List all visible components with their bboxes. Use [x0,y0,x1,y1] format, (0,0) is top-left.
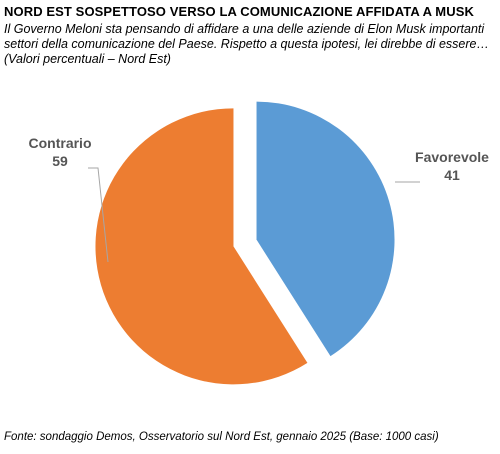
chart-source: Fonte: sondaggio Demos, Osservatorio sul… [4,431,439,443]
slice-value-favorevole: 41 [444,167,460,183]
pie-slice-contrario [95,108,308,385]
pie-slice-favorevole [256,101,395,357]
chart-subtitle: Il Governo Meloni sta pensando di affida… [4,22,489,66]
slice-label-contrario: Contrario [29,135,92,151]
slice-value-contrario: 59 [52,153,68,169]
leader-line-contrario [88,167,109,263]
slice-label-favorevole: Favorevole [415,149,489,165]
chart-title: NORD EST SOSPETTOSO VERSO LA COMUNICAZIO… [4,4,474,19]
